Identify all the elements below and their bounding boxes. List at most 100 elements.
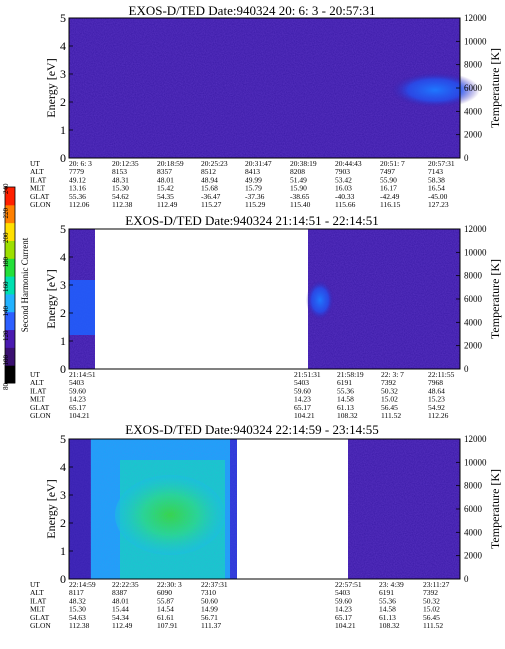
temperature-tick-label: 2000 bbox=[464, 130, 483, 140]
orbit-cell: 115.40 bbox=[290, 200, 311, 209]
orbit-row-label: MLT bbox=[30, 184, 46, 193]
orbit-cell: 23: 4:39 bbox=[379, 580, 404, 589]
colorbar-tick-label: 180 bbox=[2, 257, 10, 268]
orbit-cell: 15.02 bbox=[423, 605, 440, 614]
orbit-cell: 104.21 bbox=[294, 411, 315, 420]
panel-3: EXOS-D/TED Date:940324 22:14:59 - 23:14:… bbox=[68, 422, 461, 580]
colorbar-tick-label: 200 bbox=[2, 232, 10, 243]
energy-tick-label: 0 bbox=[60, 572, 66, 586]
orbit-cell: 22:22:35 bbox=[112, 580, 139, 589]
orbit-cell: 14.23 bbox=[294, 395, 311, 404]
orbit-cell: 61.13 bbox=[379, 613, 396, 622]
temperature-tick-label: 10000 bbox=[464, 247, 487, 257]
temperature-axis-label: Temperature [K] bbox=[488, 48, 502, 128]
orbit-cell: 20:25:23 bbox=[201, 159, 228, 168]
orbit-cell: 49.12 bbox=[69, 175, 86, 184]
orbit-row-label: ILAT bbox=[30, 175, 47, 184]
orbit-cell: 104.21 bbox=[335, 621, 356, 630]
orbit-cell: 48.31 bbox=[112, 175, 129, 184]
orbit-cell: 16.54 bbox=[428, 184, 445, 193]
panel-3-plot-area bbox=[68, 438, 461, 580]
orbit-cell: 21:14:51 bbox=[69, 370, 96, 379]
orbit-cell: 8208 bbox=[290, 167, 305, 176]
orbit-cell: 55.36 bbox=[337, 386, 354, 395]
orbit-row-label: GLAT bbox=[30, 403, 50, 412]
orbit-row-label: ALT bbox=[30, 588, 44, 597]
orbit-cell: 56.45 bbox=[423, 613, 440, 622]
panel-2-title: EXOS-D/TED Date:940324 21:14:51 - 22:14:… bbox=[125, 213, 378, 228]
orbit-cell: 22:37:31 bbox=[201, 580, 228, 589]
orbit-cell: 5403 bbox=[69, 378, 84, 387]
orbit-cell: 107.91 bbox=[157, 621, 178, 630]
orbit-cell: 21:51:31 bbox=[294, 370, 321, 379]
orbit-cell: 112.49 bbox=[157, 200, 178, 209]
colorbar-frame bbox=[4, 186, 16, 384]
energy-tick-label: 5 bbox=[60, 11, 66, 25]
orbit-cell: 61.61 bbox=[157, 613, 174, 622]
colorbar-cell bbox=[5, 347, 15, 366]
energy-axis-label: Energy [eV] bbox=[44, 269, 58, 328]
energy-tick-label: 4 bbox=[60, 39, 66, 53]
temperature-tick-label: 6000 bbox=[464, 294, 483, 304]
orbit-cell: 51.49 bbox=[290, 175, 307, 184]
orbit-cell: 8512 bbox=[201, 167, 216, 176]
orbit-row-label: UT bbox=[30, 370, 40, 379]
energy-tick-label: 0 bbox=[60, 362, 66, 376]
orbit-cell: 14.23 bbox=[335, 605, 352, 614]
orbit-cell: 54.63 bbox=[69, 613, 86, 622]
energy-tick-label: 5 bbox=[60, 222, 66, 236]
orbit-cell: 22:14:59 bbox=[69, 580, 96, 589]
orbit-cell: 15.44 bbox=[112, 605, 129, 614]
orbit-cell: 20:38:19 bbox=[290, 159, 317, 168]
panel-1-hotspot bbox=[390, 72, 480, 108]
temperature-tick-label: 2000 bbox=[464, 551, 483, 561]
orbit-cell: 14.58 bbox=[337, 395, 354, 404]
energy-tick-label: 3 bbox=[60, 488, 66, 502]
orbit-cell: 7497 bbox=[380, 167, 395, 176]
orbit-cell: 22:30: 3 bbox=[157, 580, 182, 589]
orbit-row-label: GLON bbox=[30, 200, 51, 209]
temperature-tick-label: 12000 bbox=[464, 434, 487, 444]
orbit-cell: 20: 6: 3 bbox=[69, 159, 92, 168]
orbit-cell: 56.71 bbox=[201, 613, 218, 622]
orbit-row-label: ILAT bbox=[30, 596, 47, 605]
orbit-cell: 48.94 bbox=[201, 175, 218, 184]
orbit-cell: 59.60 bbox=[69, 386, 86, 395]
orbit-cell: 5403 bbox=[294, 378, 309, 387]
colorbar-tick-label: 80 bbox=[2, 383, 10, 391]
orbit-cell: 7968 bbox=[428, 378, 443, 387]
orbit-cell: 15.30 bbox=[112, 184, 129, 193]
colorbar-label: Second Harmonic Current bbox=[20, 237, 30, 332]
orbit-cell: 115.27 bbox=[201, 200, 222, 209]
temperature-tick-label: 12000 bbox=[464, 13, 487, 23]
energy-tick-label: 1 bbox=[60, 544, 66, 558]
orbit-row-label: GLAT bbox=[30, 613, 50, 622]
energy-tick-label: 2 bbox=[60, 95, 66, 109]
colorbar-tick-label: 120 bbox=[2, 330, 10, 341]
orbit-cell: 50.60 bbox=[201, 596, 218, 605]
orbit-row-label: UT bbox=[30, 159, 40, 168]
colorbar-tick-label: 100 bbox=[2, 355, 10, 366]
orbit-cell: 20:51: 7 bbox=[380, 159, 405, 168]
orbit-row-label: ALT bbox=[30, 167, 44, 176]
orbit-cell: -40.33 bbox=[335, 192, 355, 201]
temperature-axis-label: Temperature [K] bbox=[488, 259, 502, 339]
orbit-cell: 6090 bbox=[157, 588, 172, 597]
orbit-cell: 53.42 bbox=[335, 175, 352, 184]
orbit-cell: 58.38 bbox=[428, 175, 445, 184]
orbit-cell: 48.32 bbox=[69, 596, 86, 605]
orbit-cell: 127.23 bbox=[428, 200, 449, 209]
orbit-cell: 55.36 bbox=[69, 192, 86, 201]
colorbar-cell bbox=[5, 329, 15, 348]
colorbar-cell bbox=[5, 258, 15, 277]
orbit-cell: 112.26 bbox=[428, 411, 449, 420]
energy-tick-label: 1 bbox=[60, 334, 66, 348]
orbit-cell: 111.52 bbox=[381, 411, 401, 420]
orbit-cell: 54.34 bbox=[112, 613, 129, 622]
energy-tick-label: 4 bbox=[60, 460, 66, 474]
temperature-tick-label: 10000 bbox=[464, 36, 487, 46]
panel-3-segment-a-noise bbox=[69, 439, 237, 579]
orbit-cell: 16.03 bbox=[335, 184, 352, 193]
energy-tick-label: 4 bbox=[60, 250, 66, 264]
